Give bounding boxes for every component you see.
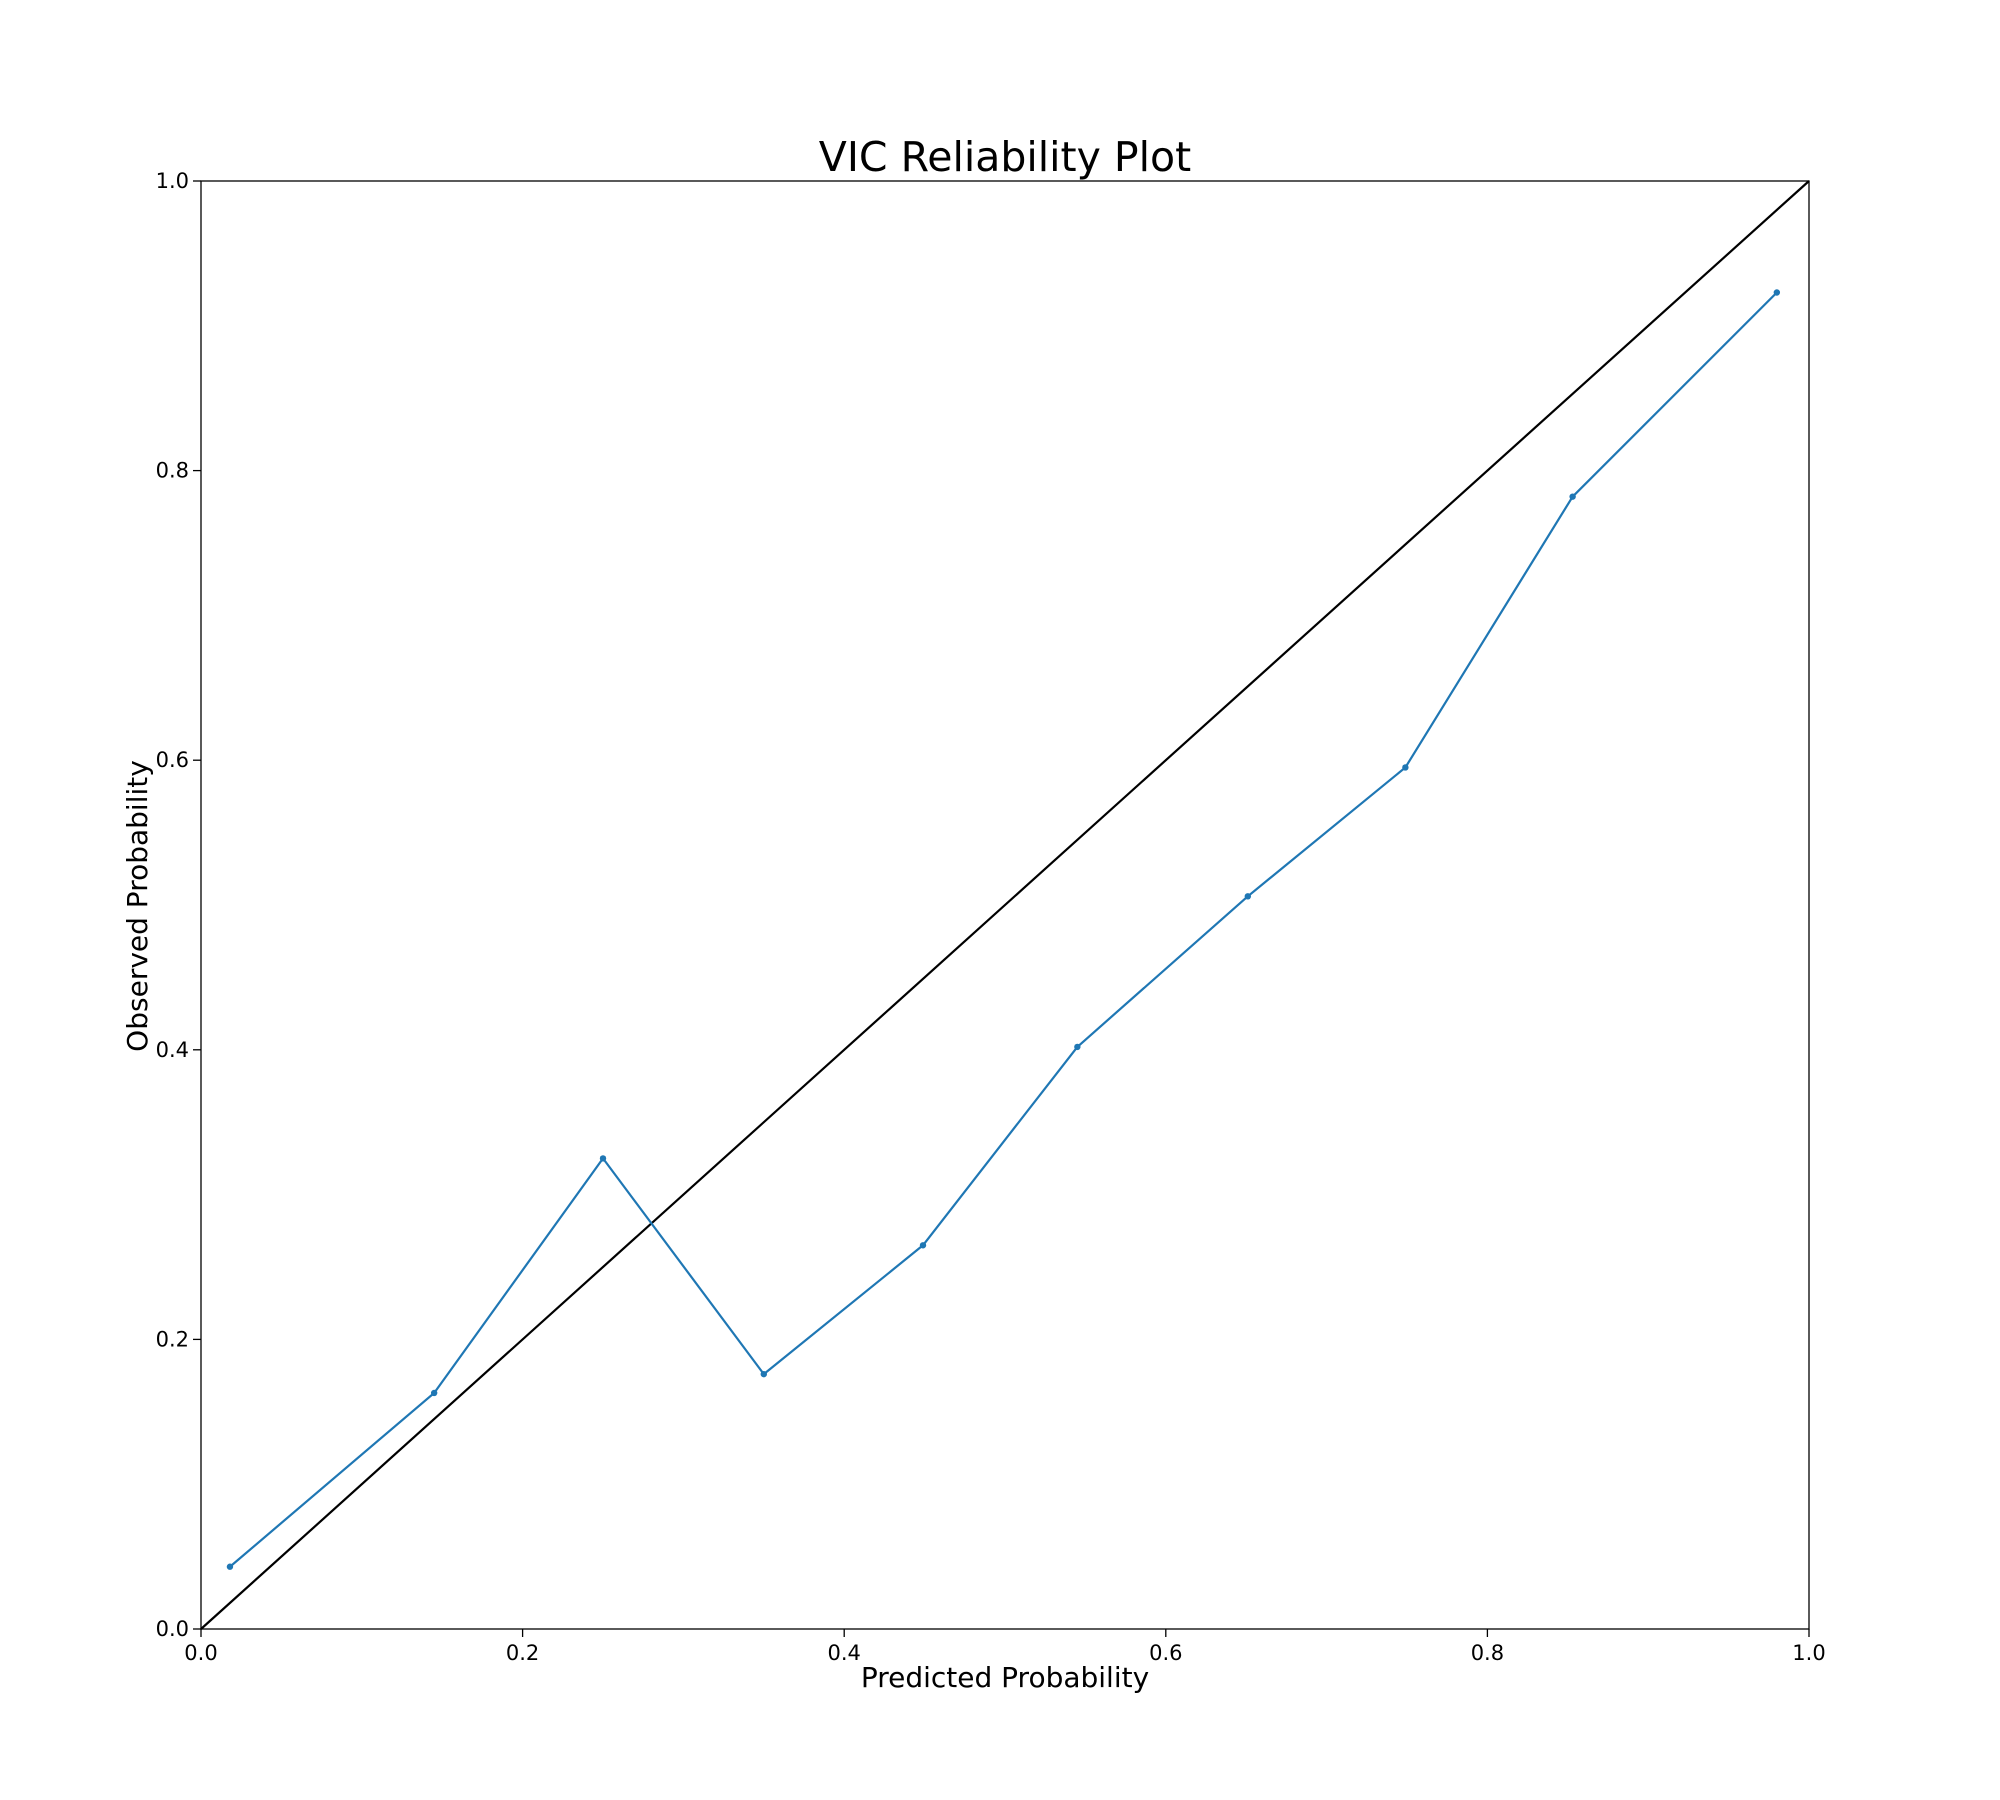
axes-frame (200, 180, 1810, 1630)
chart-title: VIC Reliability Plot (819, 133, 1191, 181)
x-axis-ticks: 0.0 0.2 0.4 0.6 0.8 1.0 (184, 1629, 1826, 1665)
plot-area (200, 180, 1810, 1630)
x-axis-label: Predicted Probability (861, 1661, 1149, 1694)
data-point (1402, 764, 1409, 771)
y-axis-ticks: 0.0 0.2 0.4 0.6 0.8 1.0 (156, 169, 201, 1641)
y-tick-label: 0.0 (156, 1617, 189, 1641)
data-point (1244, 893, 1252, 900)
x-tick-label: 0.6 (1149, 1641, 1182, 1665)
x-tick-label: 0.4 (827, 1641, 860, 1665)
series-line (229, 291, 1778, 1568)
y-tick-label: 0.2 (156, 1327, 189, 1351)
y-tick-label: 0.4 (156, 1038, 189, 1062)
y-axis-label: Observed Probability (121, 760, 154, 1052)
data-point (1773, 289, 1781, 296)
x-tick-label: 0.0 (184, 1641, 217, 1665)
perfect-calibration-line (200, 180, 1810, 1630)
y-tick-label: 0.6 (156, 748, 189, 772)
data-point (919, 1242, 927, 1249)
y-tick-label: 0.8 (156, 459, 189, 483)
data-point (226, 1563, 234, 1570)
data-point (1074, 1043, 1081, 1051)
x-tick-label: 1.0 (1792, 1641, 1825, 1665)
data-point (1569, 493, 1576, 500)
data-point (760, 1370, 767, 1378)
x-tick-label: 0.8 (1471, 1641, 1504, 1665)
x-tick-label: 0.2 (506, 1641, 539, 1665)
data-point (599, 1155, 607, 1162)
data-point (430, 1389, 438, 1397)
y-tick-label: 1.0 (156, 169, 189, 193)
